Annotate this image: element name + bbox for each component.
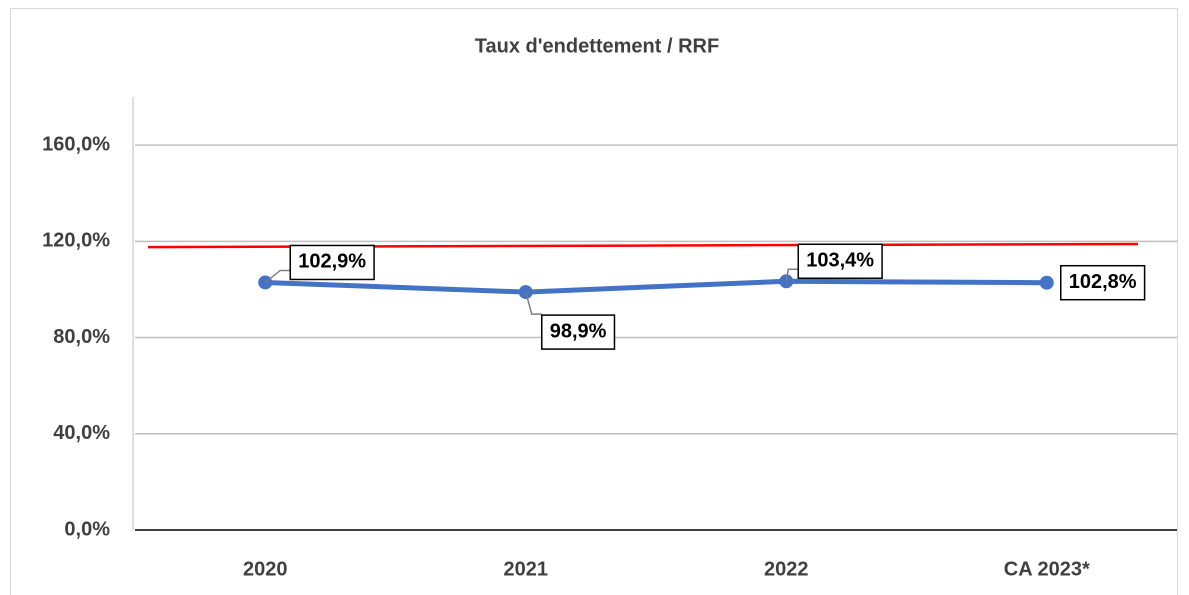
leader-line: [525, 291, 542, 315]
y-tick-label: 40,0%: [53, 422, 110, 444]
chart-title: Taux d'endettement / RRF: [475, 35, 719, 57]
leader-line: [264, 269, 291, 284]
data-label: 103,4%: [806, 250, 874, 272]
series-line: [265, 278, 1047, 295]
data-label-box: [541, 314, 616, 350]
data-label: 102,8%: [1069, 271, 1137, 293]
y-tick-label: 160,0%: [42, 133, 110, 155]
x-tick-label: CA 2023*: [1004, 558, 1090, 580]
data-label: 102,9%: [298, 251, 366, 273]
data-label-box: [1060, 264, 1146, 301]
y-tick-label: 0,0%: [64, 518, 110, 540]
leader-line: [785, 268, 799, 282]
point: [1039, 275, 1054, 290]
y-tick-label: 80,0%: [53, 326, 110, 348]
data-label: 98,9%: [550, 320, 607, 342]
data-label-box: [797, 243, 883, 280]
chart-frame: [10, 8, 1178, 595]
x-tick-label: 2020: [243, 558, 288, 580]
y-tick-label: 120,0%: [42, 230, 110, 252]
x-tick-label: 2022: [764, 558, 809, 580]
data-label-box: [289, 244, 375, 281]
x-tick-label: 2021: [504, 558, 549, 580]
